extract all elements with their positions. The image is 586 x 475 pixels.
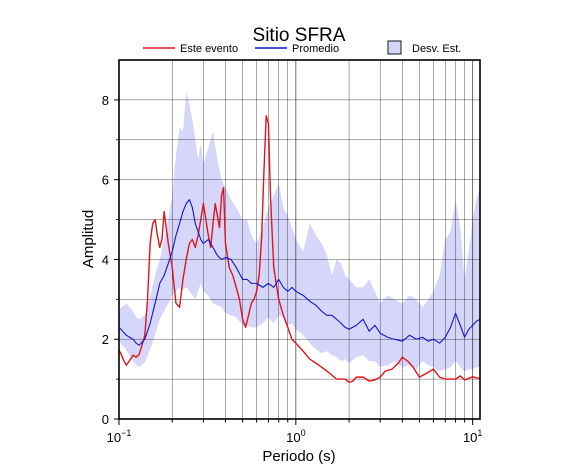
desv-est-band-layer [119, 91, 480, 372]
legend-label-promedio: Promedio [292, 43, 339, 55]
x-tick-label: 100 [286, 428, 305, 445]
tick-labels: 0 2 4 6 8 10−1 100 101 [102, 93, 483, 445]
desv-est-band [119, 91, 480, 372]
y-tick-label: 4 [102, 252, 109, 267]
plot-frame [118, 59, 481, 420]
y-tick-label: 2 [102, 332, 109, 347]
series-line-este-evento [118, 115, 481, 383]
y-tick-label: 0 [102, 412, 109, 427]
series-line-promedio [118, 199, 481, 346]
y-tick-label: 8 [102, 93, 109, 108]
y-axis-label: Amplitud [80, 210, 97, 268]
x-tick-label: 10−1 [107, 428, 132, 445]
legend-swatch-desv [387, 40, 402, 55]
x-axis-label: Periodo (s) [262, 448, 335, 465]
series-layer [118, 115, 481, 383]
grid [119, 60, 480, 419]
axes-frame [114, 59, 481, 425]
legend-label-desv: Desv. Est. [412, 43, 461, 55]
y-tick-label: 6 [102, 173, 109, 188]
legend-label-este: Este evento [180, 43, 238, 55]
legend: Este evento Promedio Desv. Est. [143, 40, 461, 55]
chart-title: Sitio SFRA [253, 25, 346, 46]
x-tick-label: 101 [463, 428, 482, 445]
